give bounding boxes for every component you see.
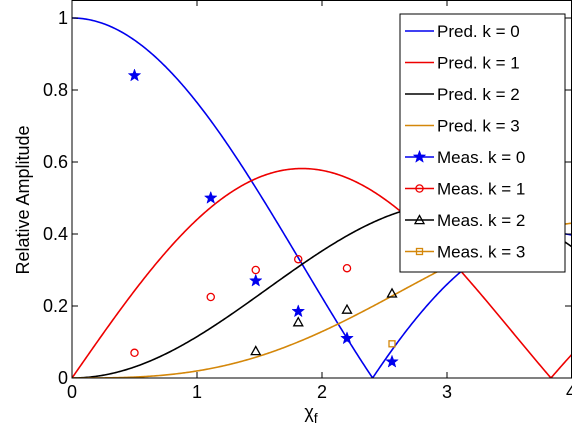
legend-item: Meas. k = 1: [405, 180, 525, 199]
data-point-star-4: [340, 331, 354, 345]
data-point-star-1: [203, 190, 218, 204]
y-axis-label: Relative Amplitude: [13, 125, 33, 274]
data-point-star-3: [291, 304, 306, 318]
y-tick-label: 0.2: [43, 296, 68, 316]
x-axis-label: χf: [304, 402, 317, 426]
data-point-circle-1: [206, 292, 215, 302]
data-point-star-2: [248, 273, 263, 287]
legend-label: Meas. k = 1: [437, 180, 525, 199]
legend-label: Pred. k = 0: [437, 22, 520, 41]
x-tick-label: 3: [442, 382, 452, 402]
legend-label: Meas. k = 2: [437, 211, 525, 230]
legend-swatch-marker: [412, 149, 427, 163]
x-tick-label: 4: [566, 382, 572, 402]
data-point-circle-4: [342, 263, 352, 273]
legend-label: Meas. k = 0: [437, 148, 525, 167]
legend-item: Pred. k = 0: [405, 22, 520, 41]
y-tick-label: 0.4: [43, 224, 68, 244]
legend-label: Meas. k = 3: [437, 243, 525, 262]
data-point-circle-2: [251, 265, 260, 275]
legend-swatch-marker: [415, 184, 424, 193]
data-point-square-0: [388, 340, 396, 348]
x-tick-label: 2: [317, 382, 327, 402]
data-point-triangle-2: [341, 303, 353, 314]
legend: Pred. k = 0 Pred. k = 1 Pred. k = 2 Pred. k…: [399, 13, 566, 273]
legend-item: Pred. k = 2: [405, 85, 520, 104]
data-point-triangle-1: [292, 316, 304, 327]
legend-item: Pred. k = 3: [405, 117, 520, 136]
y-tick-label: 0.6: [43, 152, 68, 172]
legend-item: Meas. k = 2: [405, 211, 525, 230]
x-tick-label: 0: [67, 382, 77, 402]
data-point-triangle-0: [250, 345, 262, 356]
data-point-star-0: [127, 68, 142, 82]
data-point-circle-3: [293, 254, 303, 264]
data-point-star-5: [385, 354, 399, 368]
legend-swatch-marker: [413, 214, 426, 225]
legend-swatch-marker: [415, 247, 424, 256]
legend-label: Pred. k = 2: [437, 85, 520, 104]
y-tick-label: 1: [58, 8, 68, 28]
series-line-k1: [72, 167, 572, 378]
x-tick-label: 1: [192, 382, 202, 402]
legend-label: Pred. k = 1: [437, 54, 520, 73]
legend-box: [399, 13, 566, 273]
legend-item: Meas. k = 3: [405, 243, 525, 262]
y-tick-label: 0.8: [43, 80, 68, 100]
legend-label: Pred. k = 3: [437, 117, 520, 136]
y-tick-label: 0: [58, 368, 68, 388]
data-point-triangle-3: [386, 287, 398, 298]
legend-item: Pred. k = 1: [405, 54, 520, 73]
data-point-circle-0: [130, 348, 139, 358]
legend-item: Meas. k = 0: [405, 148, 525, 167]
